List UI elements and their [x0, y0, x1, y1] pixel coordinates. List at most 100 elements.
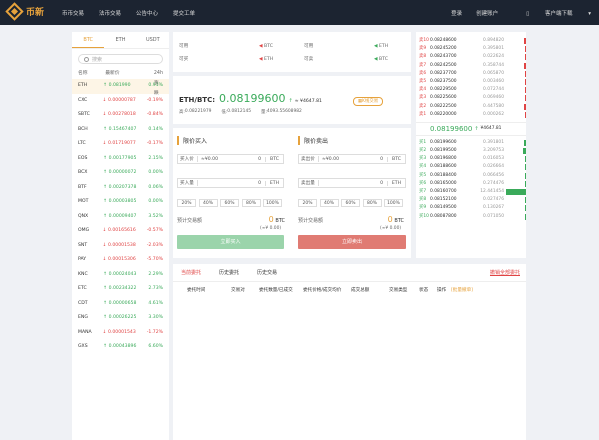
market-change: 6.60% — [148, 344, 163, 349]
sell-percent-button[interactable]: 100% — [384, 199, 403, 207]
nav-fiat-trade[interactable]: 法币交易 — [99, 11, 122, 17]
market-symbol: MOT — [78, 199, 89, 204]
register-link[interactable]: 创建账户 — [476, 11, 499, 17]
sell-title: 限价卖出 — [298, 136, 328, 145]
ask-row[interactable]: 卖3 0.08225600 0.069460 — [416, 94, 526, 102]
arrow-down-icon: ↓ — [102, 141, 107, 146]
sell-price-input[interactable]: 卖出价 ≈¥0.00 0 BTC — [298, 154, 406, 164]
arrow-up-icon: ↑ — [103, 199, 108, 204]
buy-percent-button[interactable]: 100% — [263, 199, 282, 207]
orders-col-header: 委托数量/已成交 — [259, 288, 293, 293]
market-price: 0.081990 — [108, 83, 131, 88]
market-row[interactable]: BCH ↑ 0.15467407 0.14% — [72, 123, 169, 138]
sell-amount-input[interactable]: 卖出量 0 ETH — [298, 178, 406, 188]
buy-amount-input[interactable]: 买入量 0 ETH — [177, 178, 284, 188]
sell-percent-button[interactable]: 60% — [341, 199, 360, 207]
ask-row[interactable]: 卖8 0.08243700 0.022624 — [416, 53, 526, 61]
bid-list: 买1 0.08199600 0.391801 买2 0.08199500 3.209753… — [416, 139, 526, 221]
tab-current-orders[interactable]: 当前委托 — [181, 270, 202, 276]
market-row[interactable]: ENG ↑ 0.00026225 3.30% — [72, 311, 169, 326]
market-price: 0.00009407 — [108, 213, 137, 219]
market-search-input[interactable]: 搜索 — [78, 54, 163, 64]
market-row[interactable]: ETH ↑ 0.081990 0.91% — [72, 79, 169, 94]
tab-order-history[interactable]: 历史委托 — [219, 270, 240, 276]
sell-percent-button[interactable]: 80% — [362, 199, 382, 207]
market-row[interactable]: QNX ↑ 0.00009407 3.52% — [72, 210, 169, 225]
sell-percent-button[interactable]: 40% — [319, 199, 339, 207]
kline-button[interactable]: ▦K线交易 — [353, 97, 383, 106]
tab-usdt[interactable]: USDT — [145, 37, 160, 43]
login-link[interactable]: 登录 — [451, 11, 463, 17]
search-icon — [84, 56, 89, 62]
buy-percent-button[interactable]: 40% — [198, 199, 218, 207]
arrow-up-icon: ↑ — [103, 170, 108, 175]
market-row[interactable]: SNT ↓ 0.00001538 -2.03% — [72, 239, 169, 254]
market-row[interactable]: GXS ↑ 0.00043896 6.60% — [72, 340, 169, 355]
ask-row[interactable]: 卖6 0.08237700 0.065870 — [416, 70, 526, 78]
market-row[interactable]: PAY ↓ 0.00015306 -5.70% — [72, 253, 169, 268]
ask-row[interactable]: 卖1 0.08220000 0.000262 — [416, 111, 526, 119]
market-change: 3.30% — [148, 315, 163, 320]
buy-percent-button[interactable]: 60% — [220, 199, 239, 207]
bid-row[interactable]: 买5 0.08188400 0.066456 — [416, 172, 526, 180]
bid-row[interactable]: 买9 0.08149500 0.130267 — [416, 204, 526, 212]
ask-row[interactable]: 卖2 0.08222500 0.447580 — [416, 103, 526, 111]
buy-price-input[interactable]: 买入价 ≈¥0.00 0 BTC — [177, 154, 284, 164]
market-row[interactable]: MANA ↓ 0.00001543 -1.72% — [72, 326, 169, 341]
market-row[interactable]: EOS ↑ 0.00177905 2.15% — [72, 152, 169, 167]
ask-row[interactable]: 卖5 0.08237500 0.003460 — [416, 78, 526, 86]
tab-btc[interactable]: BTC — [72, 32, 105, 48]
orders-panel: 当前委托 历史委托 历史交易 撤销全部委托 委托时间 交易对 委托数量/已成交 委托价… — [173, 264, 526, 440]
market-row[interactable]: MOT ↑ 0.00003805 0.00% — [72, 195, 169, 210]
sell-percent-button[interactable]: 20% — [298, 199, 317, 207]
market-row[interactable]: OMG ↓ 0.00165616 -0.57% — [72, 224, 169, 239]
market-row[interactable]: CXC ↓ 0.00000787 -0.19% — [72, 94, 169, 109]
market-row[interactable]: KNC ↑ 0.00024043 2.29% — [72, 268, 169, 283]
bid-row[interactable]: 买7 0.08160700 12.441454 — [416, 188, 526, 196]
depth-bar — [525, 156, 526, 163]
market-row[interactable]: SBTC ↓ 0.00278018 -0.84% — [72, 108, 169, 123]
bid-row[interactable]: 买3 0.08196800 0.016053 — [416, 155, 526, 163]
buy-total: 0 — [268, 215, 274, 224]
market-symbol: EOS — [78, 155, 88, 161]
market-price: 0.00043896 — [108, 344, 137, 349]
market-row[interactable]: LTC ↓ 0.01719077 -0.17% — [72, 137, 169, 152]
market-row[interactable]: BCX ↑ 0.00000072 0.00% — [72, 166, 169, 181]
buy-percent-button[interactable]: 20% — [177, 199, 196, 207]
bid-row[interactable]: 买2 0.08199500 3.209753 — [416, 147, 526, 155]
orders-col-header[interactable]: [批量撤单] — [451, 288, 473, 293]
cancel-all-link[interactable]: 撤销全部委托 — [489, 270, 520, 276]
buy-percent-button[interactable]: 80% — [241, 199, 261, 207]
tab-trade-history[interactable]: 历史交易 — [257, 270, 278, 276]
order-book: 卖10 0.08248600 0.894820 卖9 0.08245200 0.39580… — [416, 32, 526, 258]
market-row[interactable]: CDT ↑ 0.00000658 4.61% — [72, 297, 169, 312]
depth-bar — [525, 111, 526, 118]
logo-icon — [5, 2, 24, 21]
market-symbol: ENG — [78, 315, 88, 320]
market-row[interactable]: BTF ↑ 0.00207378 0.06% — [72, 181, 169, 196]
buy-button[interactable]: 立即买入 — [177, 235, 284, 249]
nav-coin-trade[interactable]: 币币交易 — [62, 11, 85, 17]
ask-row[interactable]: 卖9 0.08245200 0.395801 — [416, 45, 526, 53]
bid-row[interactable]: 买1 0.08199600 0.391801 — [416, 139, 526, 147]
bid-row[interactable]: 买6 0.08165000 0.274476 — [416, 180, 526, 188]
arrow-up-icon: ↑ — [103, 126, 108, 132]
nav-submit-ticket[interactable]: 提交工单 — [173, 11, 196, 17]
header-right: 登录 创建账户 ▯ 客户端下载 ▾ — [437, 9, 591, 17]
high-24h: 0.08221979 — [184, 109, 212, 114]
bid-row[interactable]: 买4 0.08188600 0.026664 — [416, 163, 526, 171]
logo[interactable]: 币新 — [5, 2, 44, 21]
ask-row[interactable]: 卖4 0.08229500 0.072744 — [416, 86, 526, 94]
bid-row[interactable]: 买8 0.08152100 0.027476 — [416, 196, 526, 204]
market-row[interactable]: ETC ↑ 0.00234322 2.73% — [72, 282, 169, 297]
depth-bar — [524, 62, 526, 69]
sell-button[interactable]: 立即卖出 — [298, 235, 406, 249]
pair-label: ETH/BTC: — [179, 96, 216, 104]
tab-eth[interactable]: ETH — [115, 37, 126, 43]
ask-row[interactable]: 卖10 0.08248600 0.894820 — [416, 37, 526, 45]
nav-announcements[interactable]: 公告中心 — [136, 11, 159, 17]
arrow-up-icon: ↑ — [288, 98, 293, 104]
download-link[interactable]: ▯ 客户端下载 ▾ — [526, 11, 591, 17]
ask-row[interactable]: 卖7 0.08242500 0.358744 — [416, 62, 526, 70]
bid-row[interactable]: 买10 0.08087800 0.071050 — [416, 213, 526, 221]
